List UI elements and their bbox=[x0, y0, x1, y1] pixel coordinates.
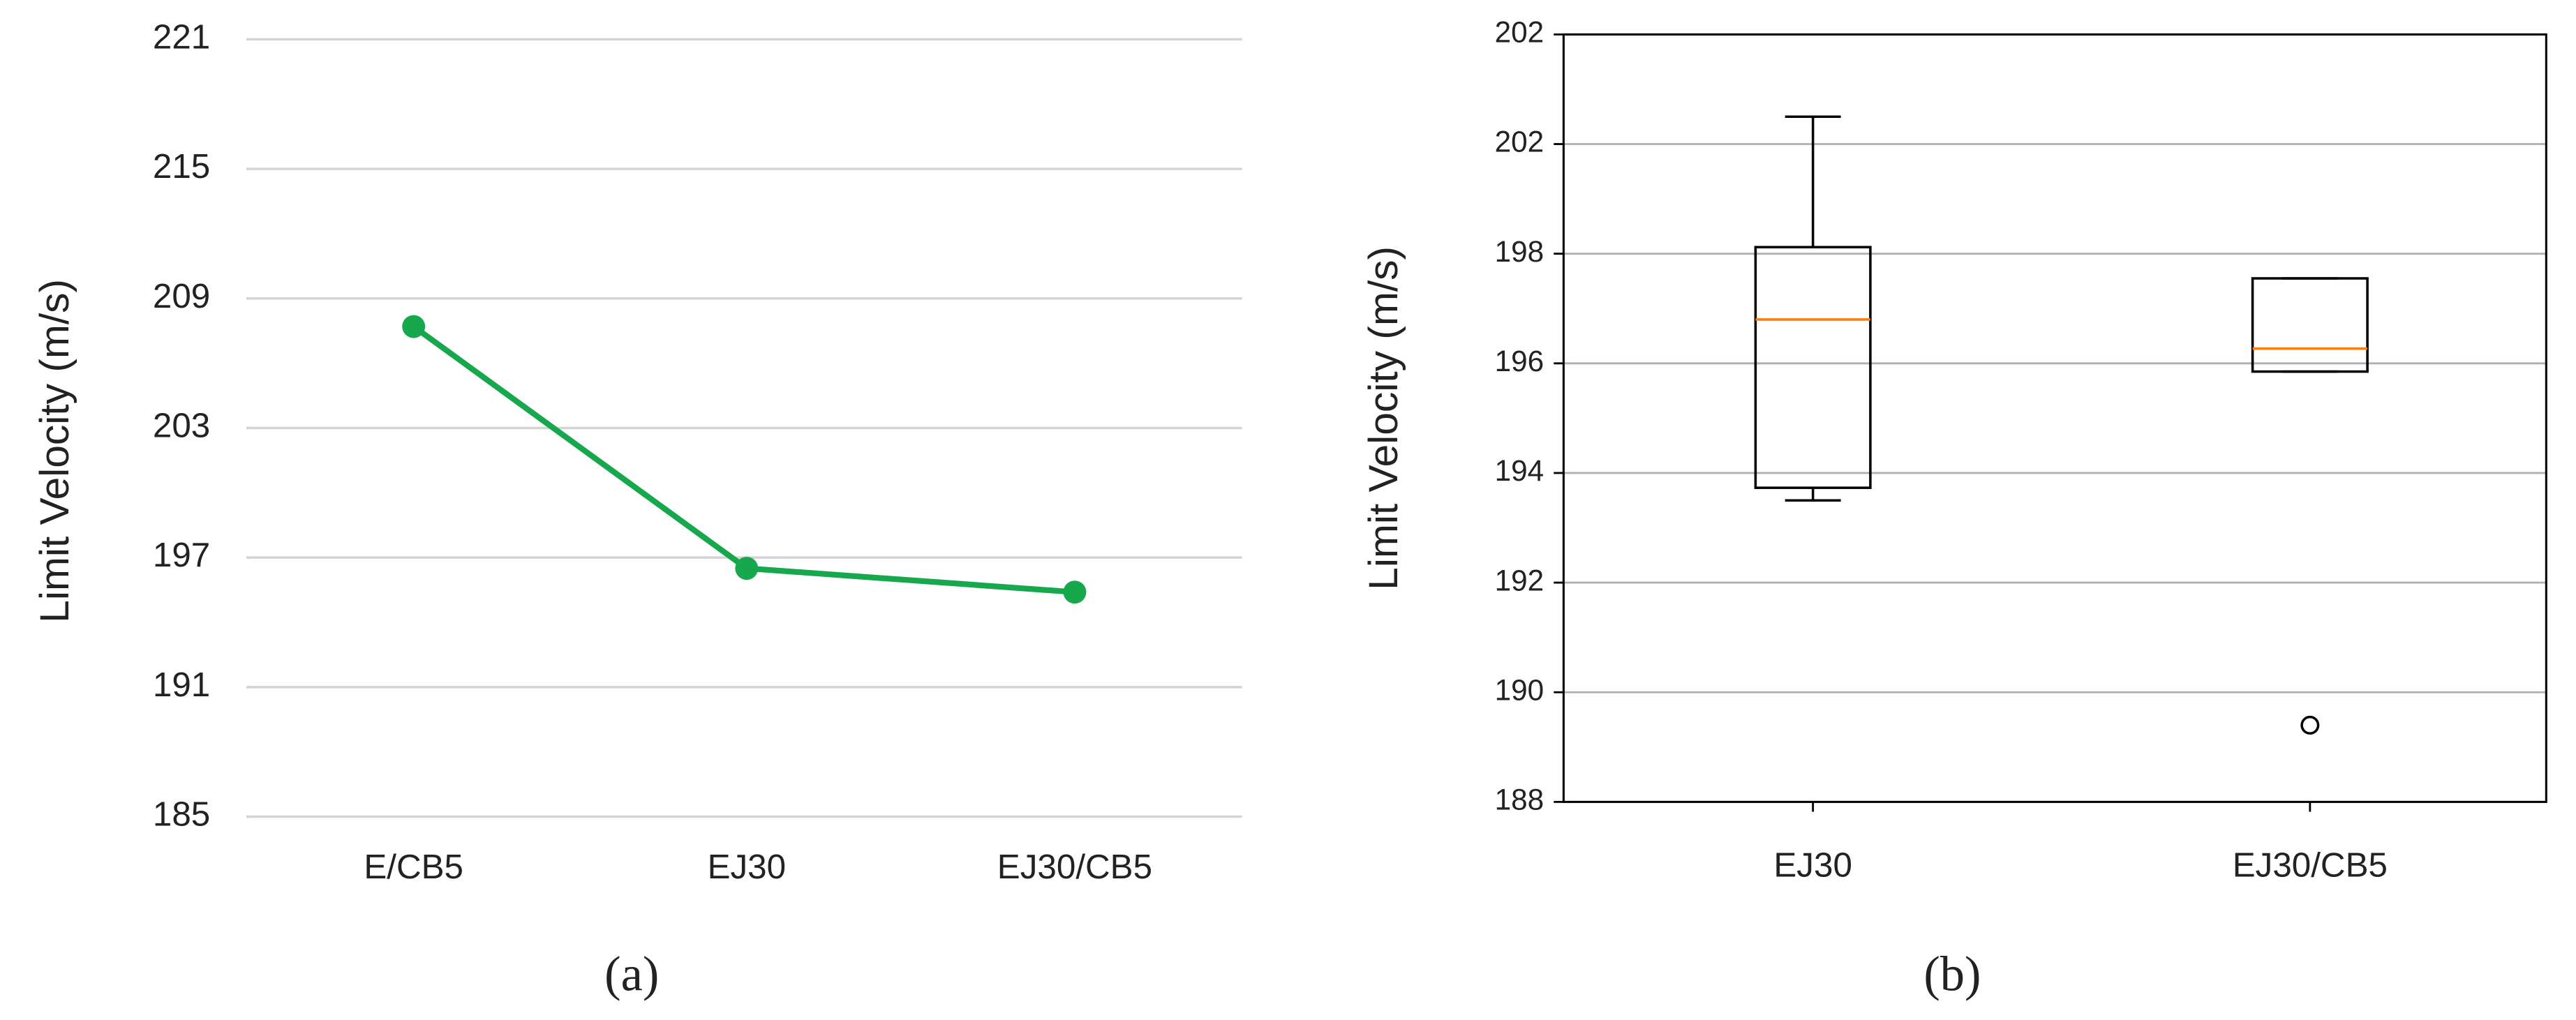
outlier bbox=[2300, 715, 2320, 735]
y-tick-label: 221 bbox=[153, 17, 210, 56]
y-tick-label: 202 bbox=[1495, 16, 1544, 49]
y-tick-label: 215 bbox=[153, 147, 210, 186]
y-tick-label: 194 bbox=[1495, 454, 1544, 487]
y-axis-label: Limit Velocity (m/s) bbox=[32, 279, 77, 623]
box bbox=[2251, 277, 2369, 373]
data-point bbox=[1063, 580, 1087, 604]
x-tick-label: EJ30 bbox=[708, 848, 787, 886]
y-tick-label: 198 bbox=[1495, 235, 1544, 268]
y-tick-label: 203 bbox=[153, 407, 210, 445]
caption: (a) bbox=[604, 947, 659, 1001]
x-tick-label: EJ30/CB5 bbox=[997, 848, 1152, 886]
y-tick-label: 196 bbox=[1495, 345, 1544, 377]
y-tick-label: 191 bbox=[153, 666, 210, 704]
y-axis-label: Limit Velocity (m/s) bbox=[1361, 246, 1406, 590]
y-tick-label: 209 bbox=[153, 277, 210, 315]
y-tick-label: 202 bbox=[1495, 126, 1544, 158]
plot-frame bbox=[1562, 33, 2547, 803]
y-tick-label: 185 bbox=[153, 795, 210, 834]
caption: (b) bbox=[1923, 947, 1981, 1001]
x-tick-label: EJ30/CB5 bbox=[2233, 846, 2388, 884]
y-tick-label: 190 bbox=[1495, 673, 1544, 706]
data-line bbox=[412, 324, 1075, 595]
y-tick-label: 188 bbox=[1495, 783, 1544, 816]
data-point bbox=[735, 557, 759, 580]
x-tick-label: E/CB5 bbox=[364, 848, 463, 886]
box bbox=[1754, 246, 1872, 489]
y-tick-label: 192 bbox=[1495, 564, 1544, 597]
data-point bbox=[402, 315, 426, 338]
x-tick-label: EJ30 bbox=[1773, 846, 1852, 884]
y-tick-label: 197 bbox=[153, 536, 210, 574]
